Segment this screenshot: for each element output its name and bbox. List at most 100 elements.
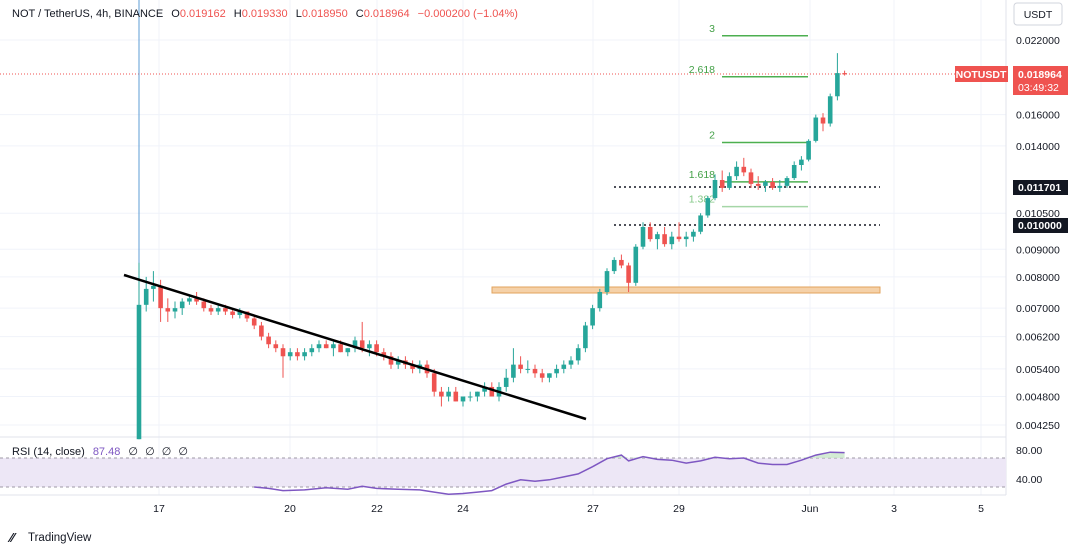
support-zone[interactable] (491, 286, 881, 294)
fib-label-3: 3 (709, 23, 715, 35)
candle-body-57 (547, 373, 552, 378)
candle-body-13 (230, 311, 235, 315)
candle-body-59 (561, 364, 567, 369)
level-tag-0.010000[interactable]: 0.010000 (1013, 218, 1068, 233)
last-price-label: 0.018964 (1018, 69, 1062, 81)
rsi-line (254, 451, 845, 496)
currency-button[interactable]: USDT (1013, 2, 1063, 26)
candle-body-5 (172, 308, 178, 312)
candle-body-78 (698, 215, 703, 232)
candle-body-41 (431, 373, 437, 392)
candle-body-2 (151, 285, 156, 289)
candle-body-35 (388, 356, 394, 365)
candle-body-34 (381, 352, 387, 357)
rsi-title: RSI (14, close) (12, 446, 85, 458)
candle-body-72 (655, 234, 660, 240)
candle-body-29 (345, 348, 351, 353)
level-tag-0.011701[interactable]: 0.011701 (1013, 180, 1068, 195)
time-tick-3: 24 (457, 503, 469, 515)
candle-body-83 (734, 166, 739, 177)
time-tick-4: 27 (587, 503, 599, 515)
candle-body-71 (647, 226, 653, 240)
candle-body-42 (439, 391, 444, 397)
candle-body-44 (453, 391, 459, 402)
price-tick-7: 0.006200 (1016, 332, 1060, 344)
candle-body-54 (525, 368, 531, 370)
time-tick-6: Jun (802, 503, 819, 515)
candle-body-26 (323, 344, 329, 349)
candle-body-6 (179, 301, 185, 309)
open-value: 0.019162 (180, 8, 226, 20)
candle-body-46 (467, 396, 473, 398)
candle-body-92 (799, 159, 804, 166)
candle-body-38 (410, 364, 415, 369)
candle-body-76 (683, 236, 689, 240)
descending-trendline[interactable] (123, 273, 587, 421)
candle-body-98 (842, 73, 847, 75)
candle-body-66 (611, 259, 617, 272)
candle-body-1 (143, 288, 149, 305)
candle-body-74 (669, 236, 675, 245)
time-tick-2: 22 (371, 503, 383, 515)
last-price-tag[interactable]: NOTUSDT 0.018964 03:49:32 (955, 66, 1068, 95)
candle-body-19 (273, 344, 279, 349)
candle-body-81 (719, 179, 725, 188)
candle-body-56 (539, 373, 545, 378)
price-tick-8: 0.005400 (1016, 364, 1060, 376)
rsi-tick-80: 80.00 (1016, 445, 1042, 457)
candle-body-7 (187, 298, 192, 302)
price-tick-4: 0.009000 (1016, 244, 1060, 256)
candle-body-93 (806, 140, 811, 160)
rsi-value: 87.48 (93, 446, 121, 458)
candle-body-24 (309, 348, 315, 353)
candle-body-0 (136, 304, 142, 440)
candle-body-51 (503, 377, 509, 387)
candle-body-49 (489, 386, 495, 397)
time-tick-0: 17 (153, 503, 165, 515)
candle-body-68 (626, 265, 631, 283)
time-axis[interactable]: 17 20 22 24 27 29 Jun 3 5 (153, 503, 984, 515)
candle-body-53 (518, 364, 523, 369)
candle-body-3 (158, 285, 163, 309)
candle-body-31 (359, 340, 365, 349)
tv-logo-icon: ⁄⁄ (7, 530, 17, 545)
candle-body-30 (352, 340, 358, 349)
candle-body-21 (287, 352, 293, 357)
price-tick-1: 0.016000 (1016, 110, 1060, 122)
candle-body-45 (460, 396, 466, 402)
price-grid (0, 0, 1006, 495)
candle-body-88 (770, 181, 775, 188)
candle-body-28 (338, 344, 343, 353)
candle-body-79 (705, 198, 711, 216)
candle-body-8 (194, 298, 199, 302)
candle-body-70 (640, 226, 646, 247)
candle-body-20 (280, 348, 286, 357)
high-value: 0.019330 (242, 8, 288, 20)
candle-body-61 (575, 348, 581, 361)
fib-label-2: 2 (709, 130, 715, 142)
candle-body-64 (597, 291, 603, 309)
fib-label-1.618: 1.618 (689, 169, 715, 181)
fibonacci-extension[interactable]: 3 2.618 2 1.618 1.382 (689, 23, 808, 208)
rsi-band (0, 458, 1006, 487)
candle-body-15 (244, 311, 250, 319)
candle-body-91 (791, 165, 797, 179)
rsi-legend: RSI (14, close) 87.48 ∅ ∅ ∅ ∅ (12, 446, 188, 458)
tradingview-logo[interactable]: ⁄⁄ TradingView (7, 530, 92, 545)
candle-body-58 (554, 368, 559, 374)
candle-body-84 (741, 166, 747, 173)
price-tick-0: 0.022000 (1016, 35, 1060, 47)
candle-body-52 (511, 364, 516, 378)
candle-body-22 (295, 352, 300, 357)
close-value: 0.018964 (364, 8, 410, 20)
brand-name: TradingView (28, 532, 92, 544)
price-tick-2: 0.014000 (1016, 141, 1060, 153)
time-tick-7: 3 (891, 503, 897, 515)
low-value: 0.018950 (302, 8, 348, 20)
time-tick-8: 5 (978, 503, 984, 515)
candle-body-27 (331, 344, 336, 349)
candle-body-17 (259, 325, 264, 337)
candle-body-10 (208, 308, 214, 312)
price-axis[interactable]: 0.022000 0.016000 0.014000 0.010500 0.009000… (1016, 35, 1060, 432)
